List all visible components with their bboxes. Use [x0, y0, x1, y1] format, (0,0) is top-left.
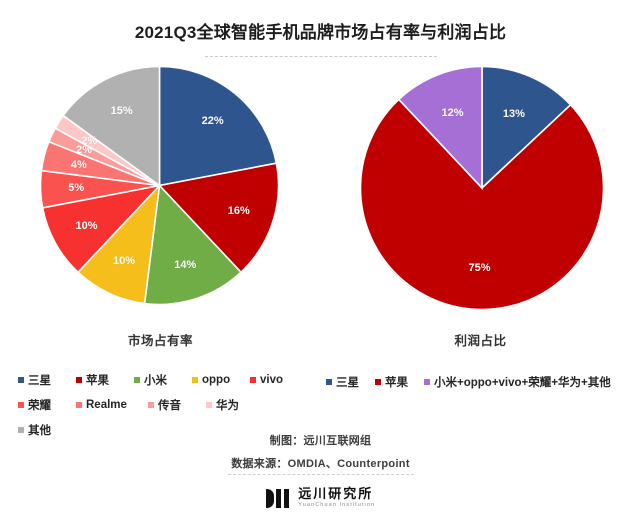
- legend-item-label: 其他: [28, 425, 51, 437]
- legend-swatch-icon: [18, 402, 24, 408]
- legend-item[interactable]: Realme: [76, 397, 148, 413]
- footer-divider: [228, 474, 414, 475]
- pie-wrap-profit-share: 13% 75% 12%: [338, 62, 623, 324]
- pie-wrap-market-share: 22% 16% 14% 10% 10% 5% 4% 2% 2% 15%: [18, 62, 303, 324]
- legend-swatch-icon: [375, 379, 381, 385]
- logo-bar-3: [283, 488, 289, 508]
- pie-slice: [62, 66, 161, 188]
- legend-swatch-icon: [424, 379, 430, 385]
- chart-profit-share: 13% 75% 12% 利润占比: [338, 62, 623, 348]
- chart-caption-market-share: 市场占有率: [127, 334, 193, 348]
- legend-profit-share: 三星 苹果 小米+oppo+vivo+荣耀+华为+其他: [326, 374, 636, 390]
- logo-bar-1: [265, 488, 274, 508]
- legend-swatch-icon: [18, 427, 24, 433]
- pie-slice: [158, 66, 278, 187]
- legend-swatch-icon: [250, 377, 256, 383]
- page-title: 2021Q3全球智能手机品牌市场占有率与利润占比: [134, 23, 507, 42]
- legend-item-label: 荣耀: [28, 400, 51, 412]
- legend-swatch-icon: [192, 377, 198, 383]
- brand-logo: 远川研究所 YuanChuan Institution: [0, 487, 641, 509]
- legend-item[interactable]: vivo: [250, 372, 308, 388]
- legend-item-label: oppo: [202, 374, 231, 386]
- legend-item[interactable]: 苹果: [375, 374, 408, 390]
- pie-svg-profit-share: [360, 66, 604, 310]
- legend-item-label: 小米: [144, 375, 167, 387]
- legend-swatch-icon: [134, 377, 140, 383]
- pie-slice: [157, 162, 279, 274]
- legend-item[interactable]: oppo: [192, 372, 250, 388]
- legend-swatch-icon: [148, 402, 154, 408]
- legend-item[interactable]: 传音: [148, 397, 206, 413]
- legend-market-share: 三星 苹果 小米 oppo vivo 荣耀 Realme 传音 华为其他: [18, 372, 310, 438]
- pie-slice: [360, 98, 604, 310]
- logo-name-cn: 远川研究所: [298, 486, 374, 501]
- pie-slice: [76, 183, 161, 305]
- legend-item[interactable]: 小米: [134, 372, 192, 388]
- logo-bar-2: [276, 488, 282, 508]
- legend-swatch-icon: [206, 402, 212, 408]
- title-divider: [205, 56, 437, 57]
- logo-text: 远川研究所 YuanChuan Institution: [298, 487, 375, 509]
- legend-swatch-icon: [76, 377, 82, 383]
- legend-item[interactable]: 苹果: [76, 372, 134, 388]
- pie-slice: [41, 184, 162, 274]
- legend-swatch-icon: [18, 377, 24, 383]
- legend-item-label: 小米+oppo+vivo+荣耀+华为+其他: [434, 377, 611, 389]
- chart-caption-profit-share: 利润占比: [454, 334, 507, 348]
- legend-item-label: 苹果: [385, 377, 408, 389]
- legend-item-label: Realme: [86, 399, 127, 411]
- legend-item[interactable]: 三星: [326, 374, 359, 390]
- legend-item[interactable]: 小米+oppo+vivo+荣耀+华为+其他: [424, 374, 611, 390]
- pie-chart-profit-share: [360, 66, 604, 310]
- pie-slice: [397, 66, 483, 191]
- pie-slice: [481, 66, 572, 190]
- legend-item[interactable]: 其他: [18, 422, 76, 438]
- pie-svg-market-share: [40, 66, 279, 305]
- legend-swatch-icon: [76, 402, 82, 408]
- footer: 制图：远川互联网组 数据来源：OMDIA、Counterpoint: [0, 432, 641, 478]
- logo-name-en: YuanChuan Institution: [298, 502, 376, 508]
- legend-item-label: vivo: [260, 374, 284, 386]
- legend-item[interactable]: 华为: [206, 397, 264, 413]
- chart-market-share: 22% 16% 14% 10% 10% 5% 4% 2% 2% 15% 市场占有率: [18, 62, 303, 348]
- logo-bars-icon: [265, 488, 292, 508]
- legend-swatch-icon: [326, 379, 332, 385]
- legend-item-label: 三星: [336, 377, 359, 389]
- legend-item-label: 华为: [216, 400, 239, 412]
- legend-item-label: 三星: [28, 375, 51, 387]
- pie-slice: [143, 183, 243, 305]
- legend-item[interactable]: 荣耀: [18, 397, 76, 413]
- legend-item-label: 苹果: [86, 375, 109, 387]
- legend-item[interactable]: 三星: [18, 372, 76, 388]
- legend-item-label: 传音: [158, 400, 181, 412]
- footer-credit: 制图：远川互联网组: [269, 435, 372, 447]
- footer-source: 数据来源：OMDIA、Counterpoint: [231, 458, 410, 470]
- pie-chart-market-share: [40, 66, 279, 305]
